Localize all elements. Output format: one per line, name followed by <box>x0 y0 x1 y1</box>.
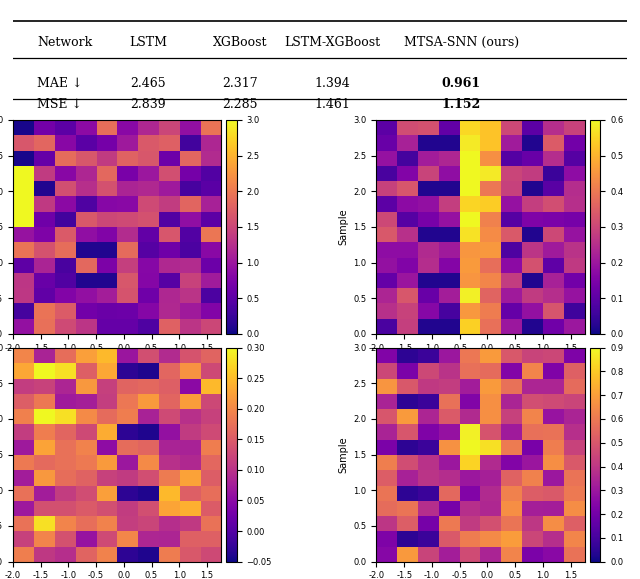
Text: 2.285: 2.285 <box>222 98 258 111</box>
Text: LSTM: LSTM <box>129 36 167 49</box>
Text: 2.317: 2.317 <box>222 76 258 90</box>
Text: MTSA-SNN (ours): MTSA-SNN (ours) <box>404 36 519 49</box>
Text: (A): (A) <box>109 381 125 391</box>
Text: MAE ↓: MAE ↓ <box>37 76 83 90</box>
Text: MSE ↓: MSE ↓ <box>37 98 83 111</box>
Text: LSTM-XGBoost: LSTM-XGBoost <box>284 36 380 49</box>
Y-axis label: Sample: Sample <box>338 437 348 473</box>
Text: (B): (B) <box>472 381 489 391</box>
X-axis label: Time step: Time step <box>93 358 141 368</box>
Text: 1.461: 1.461 <box>314 98 350 111</box>
Text: 2.839: 2.839 <box>130 98 166 111</box>
Text: XGBoost: XGBoost <box>213 36 268 49</box>
Text: 2.465: 2.465 <box>130 76 166 90</box>
Y-axis label: Sample: Sample <box>338 208 348 245</box>
Text: Network: Network <box>37 36 93 49</box>
Text: 1.152: 1.152 <box>442 98 481 111</box>
Text: 1.394: 1.394 <box>314 76 350 90</box>
Text: 0.961: 0.961 <box>442 76 481 90</box>
X-axis label: Time step: Time step <box>456 358 504 368</box>
